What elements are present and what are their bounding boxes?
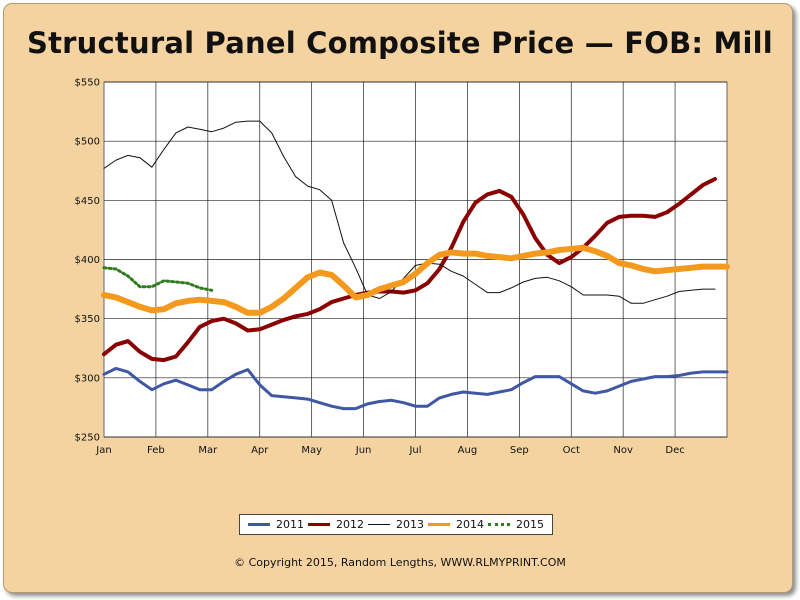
legend-label: 2015 (516, 518, 544, 531)
x-tick-label: May (301, 445, 322, 456)
y-tick-label: $500 (75, 137, 100, 148)
x-axis: Jan Feb Mar Apr May Jun Jul Aug Sep Oct Nov Dec (95, 445, 684, 456)
legend-item-2012: 2012 (308, 518, 364, 531)
legend-label: 2014 (456, 518, 484, 531)
legend: 2011 2012 2013 2014 2015 (239, 514, 553, 535)
y-tick-label: $450 (75, 196, 100, 207)
legend-label: 2011 (276, 518, 304, 531)
series-line-2012 (102, 177, 717, 363)
y-tick-label: $250 (75, 433, 100, 444)
legend-item-2011: 2011 (248, 518, 304, 531)
x-tick-label: Jun (355, 445, 372, 456)
legend-item-2013: 2013 (368, 518, 424, 531)
legend-label: 2013 (396, 518, 424, 531)
x-tick-label: Mar (198, 445, 218, 456)
x-tick-label: Oct (563, 445, 580, 456)
legend-swatch (308, 523, 330, 526)
x-tick-label: Apr (251, 445, 269, 456)
series-line-2011 (102, 366, 729, 411)
y-tick-label: $350 (75, 314, 100, 325)
y-tick-label: $400 (75, 255, 100, 266)
x-tick-label: Jan (95, 445, 111, 456)
series-lines (101, 120, 730, 411)
x-tick-label: Jul (408, 445, 421, 456)
legend-swatch (248, 523, 270, 526)
legend-label: 2012 (336, 518, 364, 531)
series-line-2015 (102, 266, 214, 292)
x-tick-label: Feb (147, 445, 165, 456)
y-tick-label: $300 (75, 373, 100, 384)
legend-item-2014: 2014 (428, 518, 484, 531)
series-line-2013 (103, 120, 716, 304)
grid-lines (104, 81, 727, 438)
legend-swatch (368, 524, 390, 525)
y-axis: $250 $300 $350 $400 $450 $500 $550 (75, 78, 100, 444)
y-tick-label: $550 (75, 78, 100, 89)
legend-item-2015: 2015 (488, 518, 544, 531)
legend-swatch (488, 523, 510, 526)
x-tick-label: Aug (458, 445, 478, 456)
x-tick-label: Sep (510, 445, 529, 456)
chart-title: Structural Panel Composite Price — FOB: … (27, 26, 773, 60)
x-tick-label: Dec (665, 445, 684, 456)
legend-swatch (428, 523, 450, 526)
copyright-text: © Copyright 2015, Random Lengths, WWW.RL… (234, 556, 566, 569)
series-line-2014 (101, 244, 730, 316)
x-tick-label: Nov (613, 445, 633, 456)
